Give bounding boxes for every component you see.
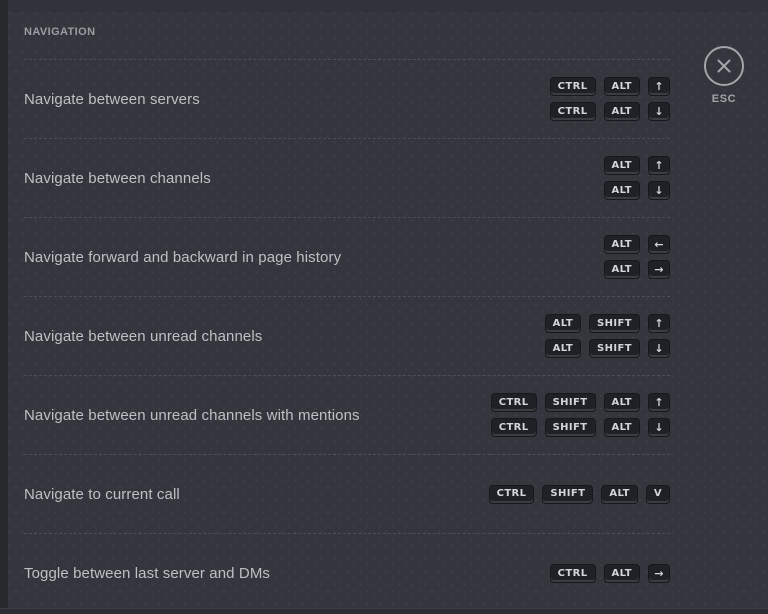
arrow-down-key: ↓	[648, 339, 670, 358]
keycap-alt: ALT	[603, 235, 640, 254]
shortcut-row: Navigate forward and backward in page hi…	[24, 218, 670, 297]
key-combo: CTRL SHIFT ALT ↑	[490, 393, 670, 412]
arrow-up-key: ↑	[648, 77, 670, 96]
arrow-left-key: ←	[648, 235, 670, 254]
shortcut-row: Navigate between unread channels with me…	[24, 376, 670, 455]
key-combo: CTRL ALT →	[549, 564, 670, 583]
key-combos: CTRL SHIFT ALT V	[488, 484, 670, 504]
key-combos: CTRL ALT →	[549, 564, 670, 583]
shortcut-label: Navigate between unread channels	[24, 327, 263, 345]
keycap-ctrl: CTRL	[549, 77, 596, 96]
keycap-shift: SHIFT	[544, 418, 596, 437]
shortcut-label: Navigate between servers	[24, 90, 200, 108]
keycap-alt: ALT	[603, 77, 640, 96]
arrow-up-key: ↑	[648, 393, 670, 412]
section-header: NAVIGATION	[24, 0, 670, 60]
key-combo: ALT SHIFT ↓	[544, 339, 670, 358]
arrow-right-key: →	[648, 260, 670, 279]
key-combos: ALT ← ALT →	[603, 235, 670, 279]
shortcut-label: Navigate between unread channels with me…	[24, 406, 360, 424]
key-combos: ALT SHIFT ↑ ALT SHIFT ↓	[544, 314, 670, 358]
arrow-down-key: ↓	[648, 181, 670, 200]
key-combo: CTRL ALT ↓	[549, 102, 670, 121]
section-title: NAVIGATION	[24, 25, 96, 38]
close-button[interactable]	[704, 46, 744, 86]
key-combos: ALT ↑ ALT ↓	[603, 156, 670, 200]
keycap-shift: SHIFT	[589, 314, 640, 333]
key-combo: ALT ↓	[603, 181, 670, 200]
keycap-alt: ALT	[544, 339, 582, 358]
keycap-ctrl: CTRL	[549, 564, 596, 583]
bottom-edge-strip	[0, 608, 768, 614]
shortcuts-content: NAVIGATION Navigate between servers CTRL…	[24, 0, 670, 613]
shortcut-label: Navigate to current call	[24, 485, 180, 503]
keycap-alt: ALT	[544, 314, 582, 333]
close-icon	[716, 58, 732, 74]
shortcut-label: Navigate between channels	[24, 169, 211, 187]
key-combo: ALT SHIFT ↑	[544, 314, 670, 333]
left-edge-strip	[0, 0, 8, 614]
arrow-up-key: ↑	[648, 314, 670, 333]
keycap-v: V	[645, 484, 670, 504]
key-combo: ALT ←	[603, 235, 670, 254]
shortcut-row: Navigate to current call CTRL SHIFT ALT V	[24, 455, 670, 534]
keycap-alt: ALT	[601, 484, 638, 504]
arrow-down-key: ↓	[648, 102, 670, 121]
keycap-ctrl: CTRL	[488, 484, 535, 504]
shortcut-row: Navigate between unread channels ALT SHIF…	[24, 297, 670, 376]
arrow-right-key: →	[648, 564, 670, 583]
keycap-ctrl: CTRL	[490, 393, 537, 412]
key-combo: CTRL SHIFT ALT V	[488, 484, 670, 504]
shortcut-row: Toggle between last server and DMs CTRL A…	[24, 534, 670, 613]
keycap-shift: SHIFT	[589, 339, 640, 358]
arrow-down-key: ↓	[648, 418, 670, 437]
shortcut-rows: Navigate between servers CTRL ALT ↑ CTRL ALT…	[24, 60, 670, 613]
keycap-shift: SHIFT	[544, 393, 596, 412]
keycap-alt: ALT	[603, 564, 640, 583]
arrow-up-key: ↑	[648, 156, 670, 175]
key-combos: CTRL SHIFT ALT ↑ CTRL SHIFT ALT ↓	[490, 393, 670, 437]
keycap-alt: ALT	[603, 260, 640, 279]
keycap-ctrl: CTRL	[549, 102, 596, 121]
keycap-ctrl: CTRL	[490, 418, 537, 437]
shortcut-label: Toggle between last server and DMs	[24, 565, 271, 582]
key-combo: ALT →	[603, 260, 670, 279]
keycap-alt: ALT	[603, 181, 640, 200]
key-combos: CTRL ALT ↑ CTRL ALT ↓	[549, 77, 670, 121]
keycap-alt: ALT	[603, 418, 640, 437]
key-combo: ALT ↑	[603, 156, 670, 175]
shortcut-row: Navigate between channels ALT ↑ ALT ↓	[24, 139, 670, 218]
key-combo: CTRL ALT ↑	[549, 77, 670, 96]
top-edge-strip	[0, 0, 768, 12]
keycap-shift: SHIFT	[542, 484, 594, 504]
key-combo: CTRL SHIFT ALT ↓	[490, 418, 670, 437]
keycap-alt: ALT	[603, 156, 640, 175]
close-area: ESC	[702, 46, 746, 105]
esc-label: ESC	[711, 93, 737, 105]
keycap-alt: ALT	[603, 393, 640, 412]
shortcut-row: Navigate between servers CTRL ALT ↑ CTRL ALT…	[24, 60, 670, 139]
keycap-alt: ALT	[603, 102, 640, 121]
shortcut-label: Navigate forward and backward in page hi…	[24, 248, 342, 266]
